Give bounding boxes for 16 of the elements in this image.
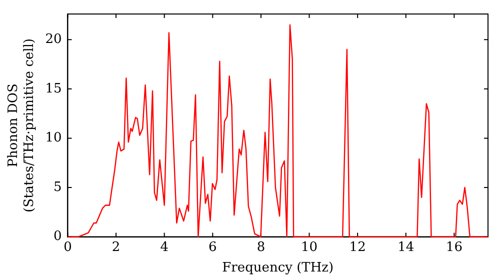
y-tick-label: 20 [45, 32, 62, 48]
x-tick-label: 16 [446, 240, 462, 255]
x-axis-title: Frequency (THz) [222, 260, 334, 276]
y-tick-label: 15 [45, 81, 62, 96]
y-tick-label: 5 [53, 180, 62, 195]
x-tick-label: 8 [256, 240, 266, 255]
x-tick-label: 4 [160, 240, 168, 255]
x-tick-label: 10 [300, 240, 318, 255]
x-tick-label: 14 [398, 240, 414, 255]
x-tick-label: 6 [208, 240, 217, 255]
y-axis-title: Phonon DOS (States/THz·primitive cell) [6, 38, 37, 212]
y-tick-label: 0 [53, 229, 62, 244]
y-tick-label: 10 [45, 130, 62, 146]
x-tick-label: 12 [349, 240, 366, 255]
x-tick-label: 2 [112, 240, 120, 255]
x-tick-label: 0 [64, 240, 72, 255]
